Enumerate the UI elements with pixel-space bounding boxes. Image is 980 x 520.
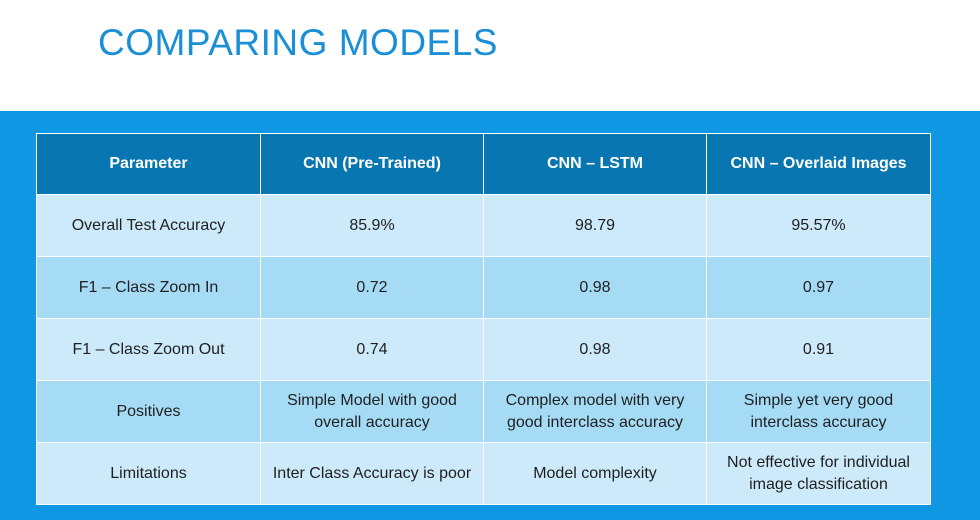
- table-cell: 0.97: [706, 256, 931, 319]
- table-row: Positives Simple Model with good overall…: [36, 380, 931, 443]
- header-cnn-overlaid: CNN – Overlaid Images: [706, 133, 931, 195]
- table-cell: Overall Test Accuracy: [36, 194, 261, 257]
- table-cell: F1 – Class Zoom Out: [36, 318, 261, 381]
- table-cell: Model complexity: [483, 442, 707, 505]
- comparison-table: Parameter CNN (Pre-Trained) CNN – LSTM C…: [36, 133, 931, 505]
- header-cnn-lstm: CNN – LSTM: [483, 133, 707, 195]
- table-cell: Simple Model with good overall accuracy: [260, 380, 484, 443]
- table-cell: 85.9%: [260, 194, 484, 257]
- table-cell: 0.98: [483, 256, 707, 319]
- table-cell: Not effective for individual image class…: [706, 442, 931, 505]
- table-cell: 0.74: [260, 318, 484, 381]
- header-cnn-pretrained: CNN (Pre-Trained): [260, 133, 484, 195]
- table-cell: Limitations: [36, 442, 261, 505]
- table-cell: 98.79: [483, 194, 707, 257]
- table-cell: 0.91: [706, 318, 931, 381]
- table-cell: 95.57%: [706, 194, 931, 257]
- table-cell: Simple yet very good interclass accuracy: [706, 380, 931, 443]
- page-title: COMPARING MODELS: [98, 22, 498, 63]
- table-cell: Positives: [36, 380, 261, 443]
- table-cell: 0.98: [483, 318, 707, 381]
- table-cell: 0.72: [260, 256, 484, 319]
- table-row: F1 – Class Zoom Out 0.74 0.98 0.91: [36, 318, 931, 381]
- table-row: Limitations Inter Class Accuracy is poor…: [36, 442, 931, 505]
- table-header-row: Parameter CNN (Pre-Trained) CNN – LSTM C…: [36, 133, 931, 195]
- header-parameter: Parameter: [36, 133, 261, 195]
- table-row: F1 – Class Zoom In 0.72 0.98 0.97: [36, 256, 931, 319]
- table-row: Overall Test Accuracy 85.9% 98.79 95.57%: [36, 194, 931, 257]
- table-cell: Inter Class Accuracy is poor: [260, 442, 484, 505]
- table-cell: F1 – Class Zoom In: [36, 256, 261, 319]
- table-cell: Complex model with very good interclass …: [483, 380, 707, 443]
